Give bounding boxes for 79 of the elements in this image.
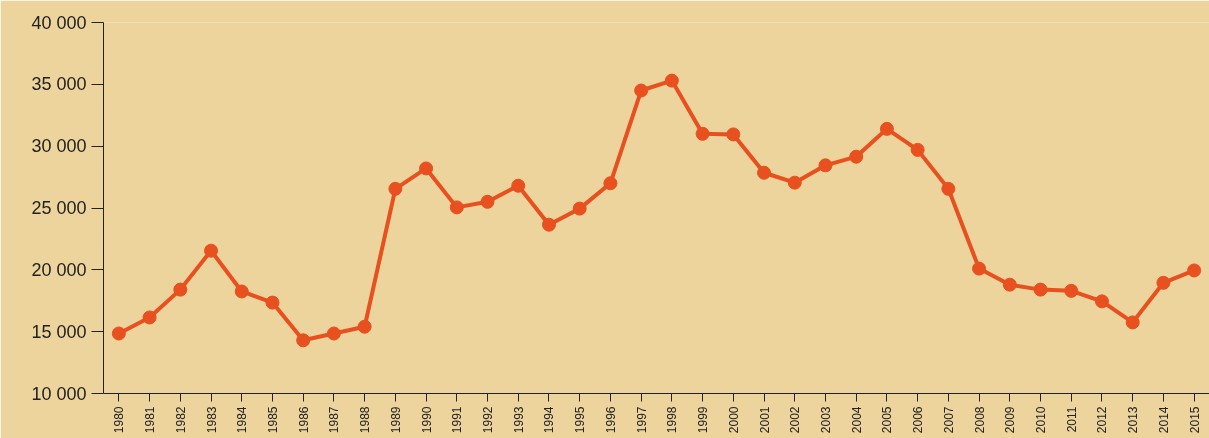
point	[511, 178, 526, 193]
point	[910, 142, 925, 157]
x-tick-label: 1999	[696, 406, 711, 434]
x-tick-label: 2005	[880, 406, 895, 434]
point	[1187, 263, 1202, 278]
point	[572, 201, 587, 216]
x-tick-label: 1994	[542, 406, 557, 434]
x-tick-label: 2007	[941, 406, 956, 434]
x-tick-label: 1988	[358, 406, 373, 434]
point	[1125, 315, 1140, 330]
y-tick-label: 30 000	[31, 136, 87, 157]
point	[818, 158, 833, 173]
x-tick-label: 2015	[1187, 406, 1202, 434]
x-tick-label: 2009	[1003, 406, 1018, 434]
x-tick-label: 2004	[849, 406, 864, 434]
point	[1002, 277, 1017, 292]
point	[941, 181, 956, 196]
x-tick-label: 2010	[1034, 406, 1049, 434]
x-tick-label: 1989	[388, 406, 403, 434]
y-tick-label: 25 000	[31, 198, 87, 218]
x-tick-label: 1997	[634, 406, 649, 434]
x-tick-label: 2012	[1095, 406, 1110, 434]
point	[234, 284, 249, 299]
point	[326, 326, 341, 341]
point	[634, 83, 649, 98]
x-tick-label: 1995	[573, 406, 588, 434]
point	[142, 310, 157, 325]
x-tick-label: 1983	[204, 406, 219, 434]
point	[726, 127, 741, 142]
x-tick-label: 1986	[296, 406, 311, 434]
point	[265, 295, 280, 310]
x-tick-label: 2000	[726, 406, 741, 434]
point	[787, 175, 802, 190]
x-tick-label: 1996	[603, 406, 618, 434]
x-tick-label: 2008	[972, 406, 987, 434]
point	[1156, 275, 1171, 290]
point	[173, 282, 188, 297]
point	[449, 200, 464, 215]
point	[111, 326, 126, 341]
x-tick-label: 1998	[665, 406, 680, 434]
point	[695, 126, 710, 141]
point	[357, 319, 372, 334]
y-tick-label: 15 000	[31, 321, 87, 342]
point	[388, 181, 403, 196]
x-tick-label: 2003	[818, 406, 833, 434]
point	[541, 217, 556, 232]
x-tick-label: 1993	[511, 406, 526, 434]
point	[757, 165, 772, 180]
x-tick-label: 1984	[235, 406, 250, 434]
x-tick-label: 1991	[450, 406, 465, 434]
point	[603, 176, 618, 191]
x-tick-label: 2002	[788, 406, 803, 434]
point	[879, 121, 894, 136]
x-tick-label: 2006	[911, 406, 926, 434]
x-tick-label: 1990	[419, 406, 434, 434]
x-tick-label: 1985	[265, 406, 280, 434]
point	[1094, 294, 1109, 309]
point	[1033, 282, 1048, 297]
x-tick-label: 1992	[481, 406, 496, 434]
x-tick-label: 1982	[173, 406, 188, 434]
x-tick-label: 1981	[143, 406, 158, 434]
x-tick-label: 2013	[1126, 406, 1141, 434]
point	[480, 194, 495, 209]
point	[849, 149, 864, 164]
y-tick-label: 10 000	[31, 383, 87, 404]
x-tick-label: 2001	[757, 406, 772, 434]
x-tick-label: 2014	[1156, 406, 1171, 434]
y-tick-label: 35 000	[31, 74, 87, 95]
x-tick-label: 1980	[112, 406, 127, 434]
point	[972, 261, 987, 276]
point	[204, 243, 219, 258]
point	[296, 333, 311, 348]
point	[664, 73, 679, 88]
y-tick-label: 20 000	[31, 259, 87, 280]
point	[419, 161, 434, 176]
x-tick-label: 1987	[327, 406, 342, 434]
x-tick-label: 2011	[1064, 406, 1079, 433]
y-tick-label: 40 000	[31, 12, 87, 33]
point	[1064, 283, 1079, 298]
